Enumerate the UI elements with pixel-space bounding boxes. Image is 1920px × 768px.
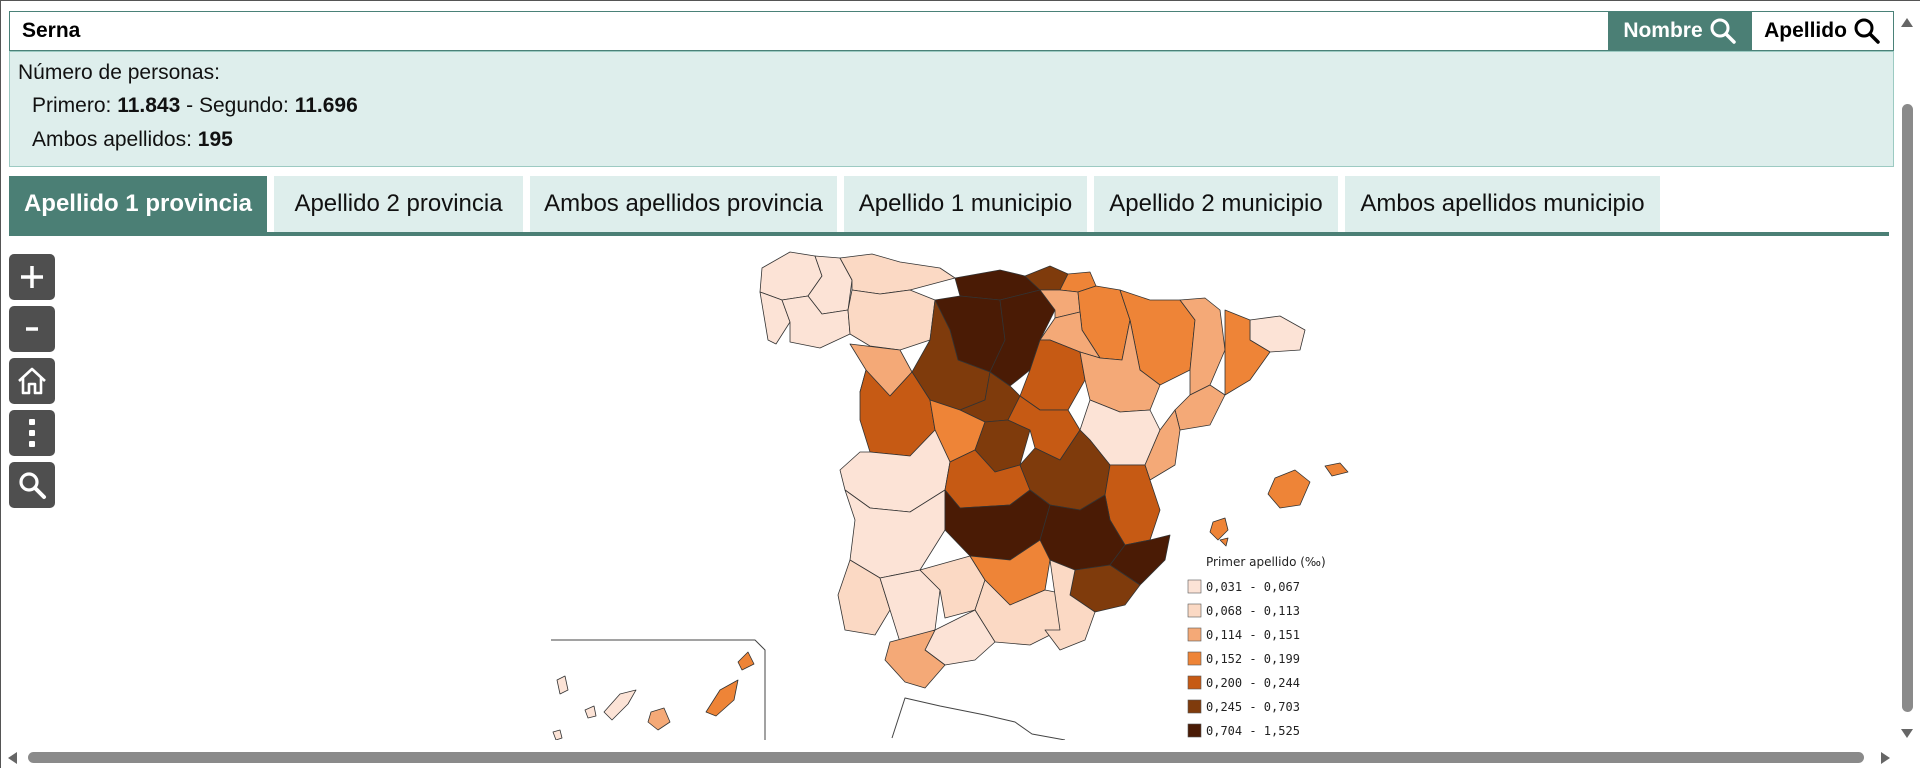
search-icon: [1710, 18, 1736, 44]
tab-apellido2-provincia[interactable]: Apellido 2 provincia: [274, 176, 523, 232]
map-search-button[interactable]: [9, 462, 55, 508]
tab-ambos-provincia[interactable]: Ambos apellidos provincia: [530, 176, 837, 232]
province-baleares-formentera: [1219, 537, 1229, 547]
legend-swatch: [1187, 723, 1202, 738]
canarias-island-1: [556, 675, 569, 695]
info-title: Número de personas:: [18, 61, 220, 84]
search-icon: [19, 472, 46, 499]
scroll-right-arrow-icon[interactable]: [1880, 751, 1892, 765]
home-icon: [18, 367, 46, 395]
legend-label: 0,704 - 1,525: [1206, 724, 1300, 738]
province-almeria: [1044, 559, 1096, 651]
canarias-island-4: [647, 707, 671, 731]
spain-province-map[interactable]: Primer apellido (‰) 0,031 - 0,067 0,068 -…: [540, 240, 1360, 740]
legend-label: 0,200 - 0,244: [1206, 676, 1300, 690]
legend-label: 0,245 - 0,703: [1206, 700, 1300, 714]
home-button[interactable]: [9, 358, 55, 404]
vertical-scroll-thumb[interactable]: [1902, 104, 1913, 712]
tab-ambos-municipio[interactable]: Ambos apellidos municipio: [1345, 176, 1660, 232]
map-legend: Primer apellido (‰) 0,031 - 0,067 0,068 -…: [1187, 555, 1326, 738]
canarias-island-3: [603, 689, 637, 721]
nombre-label: Nombre: [1623, 19, 1703, 42]
segundo-label: - Segundo:: [186, 94, 289, 117]
province-baleares-menorca: [1324, 462, 1349, 477]
canarias-inset-frame: [551, 639, 766, 740]
info-counts: Primero: 11.843 - Segundo: 11.696: [32, 94, 358, 118]
horizontal-scroll-thumb[interactable]: [28, 752, 1864, 763]
tab-apellido1-municipio[interactable]: Apellido 1 municipio: [844, 176, 1087, 232]
canarias-island-7: [552, 729, 563, 740]
tab-apellido2-municipio[interactable]: Apellido 2 municipio: [1094, 176, 1338, 232]
zoom-in-button[interactable]: [9, 254, 55, 300]
primero-value: 11.843: [117, 94, 181, 117]
province-baleares-mallorca: [1267, 469, 1311, 509]
more-options-button[interactable]: [9, 410, 55, 456]
minus-icon: [26, 327, 38, 331]
province-barcelona: [1224, 309, 1271, 396]
primero-label: Primero:: [32, 94, 112, 117]
legend-label: 0,152 - 0,199: [1206, 652, 1300, 666]
legend-swatch: [1187, 675, 1202, 690]
segundo-value: 11.696: [294, 94, 358, 117]
zoom-out-button[interactable]: [9, 306, 55, 352]
legend-swatch: [1187, 627, 1202, 642]
legend-swatch: [1187, 579, 1202, 594]
canarias-island-6: [737, 651, 755, 671]
info-panel: Número de personas: Primero: 11.843 - Se…: [9, 51, 1894, 167]
canarias-island-2: [584, 705, 597, 719]
scroll-down-arrow-icon[interactable]: [1900, 728, 1914, 740]
province-asturias: [839, 253, 956, 295]
province-cadiz: [884, 629, 946, 689]
tab-apellido1-provincia[interactable]: Apellido 1 provincia: [9, 176, 267, 232]
ambos-label: Ambos apellidos:: [32, 128, 192, 151]
legend-swatch: [1187, 603, 1202, 618]
scroll-up-arrow-icon[interactable]: [1900, 16, 1914, 28]
apellido-search-button[interactable]: Apellido: [1752, 12, 1893, 50]
province-baleares-ibiza: [1209, 517, 1229, 541]
nombre-search-button[interactable]: Nombre: [1608, 12, 1752, 50]
ceuta-melilla-inset: [891, 697, 1066, 740]
apellido-label: Apellido: [1764, 19, 1847, 42]
tab-bar: Apellido 1 provincia Apellido 2 provinci…: [9, 176, 1889, 236]
more-vertical-icon: [29, 419, 35, 447]
province-badajoz: [844, 489, 946, 579]
province-tarragona: [1174, 384, 1226, 431]
legend-label: 0,114 - 0,151: [1206, 628, 1300, 642]
legend-swatch: [1187, 651, 1202, 666]
canarias-island-5: [705, 679, 739, 717]
search-bar: Nombre Apellido: [9, 11, 1894, 51]
search-input[interactable]: [10, 12, 1608, 50]
legend-title: Primer apellido (‰): [1206, 555, 1326, 569]
plus-icon: [21, 266, 43, 288]
scroll-left-arrow-icon[interactable]: [6, 751, 18, 765]
legend-swatch: [1187, 699, 1202, 714]
info-ambos: Ambos apellidos: 195: [32, 128, 233, 152]
legend-label: 0,031 - 0,067: [1206, 580, 1300, 594]
search-icon: [1854, 18, 1880, 44]
province-leon: [847, 289, 936, 351]
ambos-value: 195: [197, 128, 233, 151]
legend-label: 0,068 - 0,113: [1206, 604, 1300, 618]
